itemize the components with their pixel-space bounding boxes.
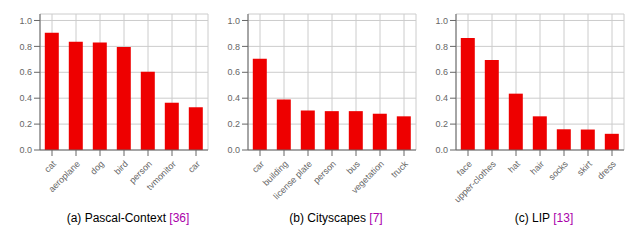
svg-text:0.0: 0.0	[19, 145, 32, 155]
svg-text:1.0: 1.0	[227, 16, 240, 26]
svg-text:0.8: 0.8	[227, 42, 240, 52]
svg-text:car: car	[186, 159, 202, 175]
svg-text:0.4: 0.4	[435, 93, 448, 103]
svg-text:0.0: 0.0	[227, 145, 240, 155]
svg-text:license plate: license plate	[271, 159, 313, 201]
svg-text:car: car	[250, 159, 266, 175]
svg-text:1.0: 1.0	[435, 16, 448, 26]
svg-text:socks: socks	[547, 159, 571, 183]
svg-text:bird: bird	[112, 159, 130, 177]
svg-text:person: person	[127, 158, 154, 186]
svg-text:building: building	[260, 158, 290, 188]
svg-text:face: face	[455, 159, 474, 178]
svg-text:truck: truck	[389, 159, 410, 180]
html-text:(c) LIP [13]: (c) LIP [13]	[514, 211, 574, 225]
svg-text:0.2: 0.2	[227, 119, 240, 129]
svg-text:dog: dog	[88, 159, 106, 177]
svg-text:bus: bus	[345, 159, 363, 177]
svg-text:0.2: 0.2	[435, 119, 448, 129]
svg-text:0.4: 0.4	[227, 93, 240, 103]
svg-text:upper-clothes: upper-clothes	[452, 159, 498, 205]
svg-text:0.8: 0.8	[435, 42, 448, 52]
svg-text:0.8: 0.8	[19, 42, 32, 52]
svg-text:hat: hat	[506, 159, 522, 175]
svg-text:0.6: 0.6	[227, 67, 240, 77]
svg-text:vegetation: vegetation	[349, 159, 385, 195]
svg-text:0.2: 0.2	[19, 119, 32, 129]
svg-text:0.6: 0.6	[19, 67, 32, 77]
svg-text:cat: cat	[42, 159, 58, 175]
svg-text:0.0: 0.0	[435, 145, 448, 155]
svg-text:0.4: 0.4	[19, 93, 32, 103]
svg-text:aeroplane: aeroplane	[47, 159, 82, 194]
svg-text:dress: dress	[595, 159, 618, 182]
svg-text:skirt: skirt	[575, 159, 594, 178]
html-text:(a) Pascal-Context [36]: (a) Pascal-Context [36]	[66, 211, 190, 225]
svg-text:person: person	[311, 159, 338, 186]
svg-text:1.0: 1.0	[19, 16, 32, 26]
html-text:(b) Cityscapes [7]: (b) Cityscapes [7]	[289, 211, 383, 225]
svg-text:0.6: 0.6	[435, 67, 448, 77]
svg-text:tvmonitor: tvmonitor	[145, 159, 178, 192]
svg-text:hair: hair	[528, 159, 546, 177]
